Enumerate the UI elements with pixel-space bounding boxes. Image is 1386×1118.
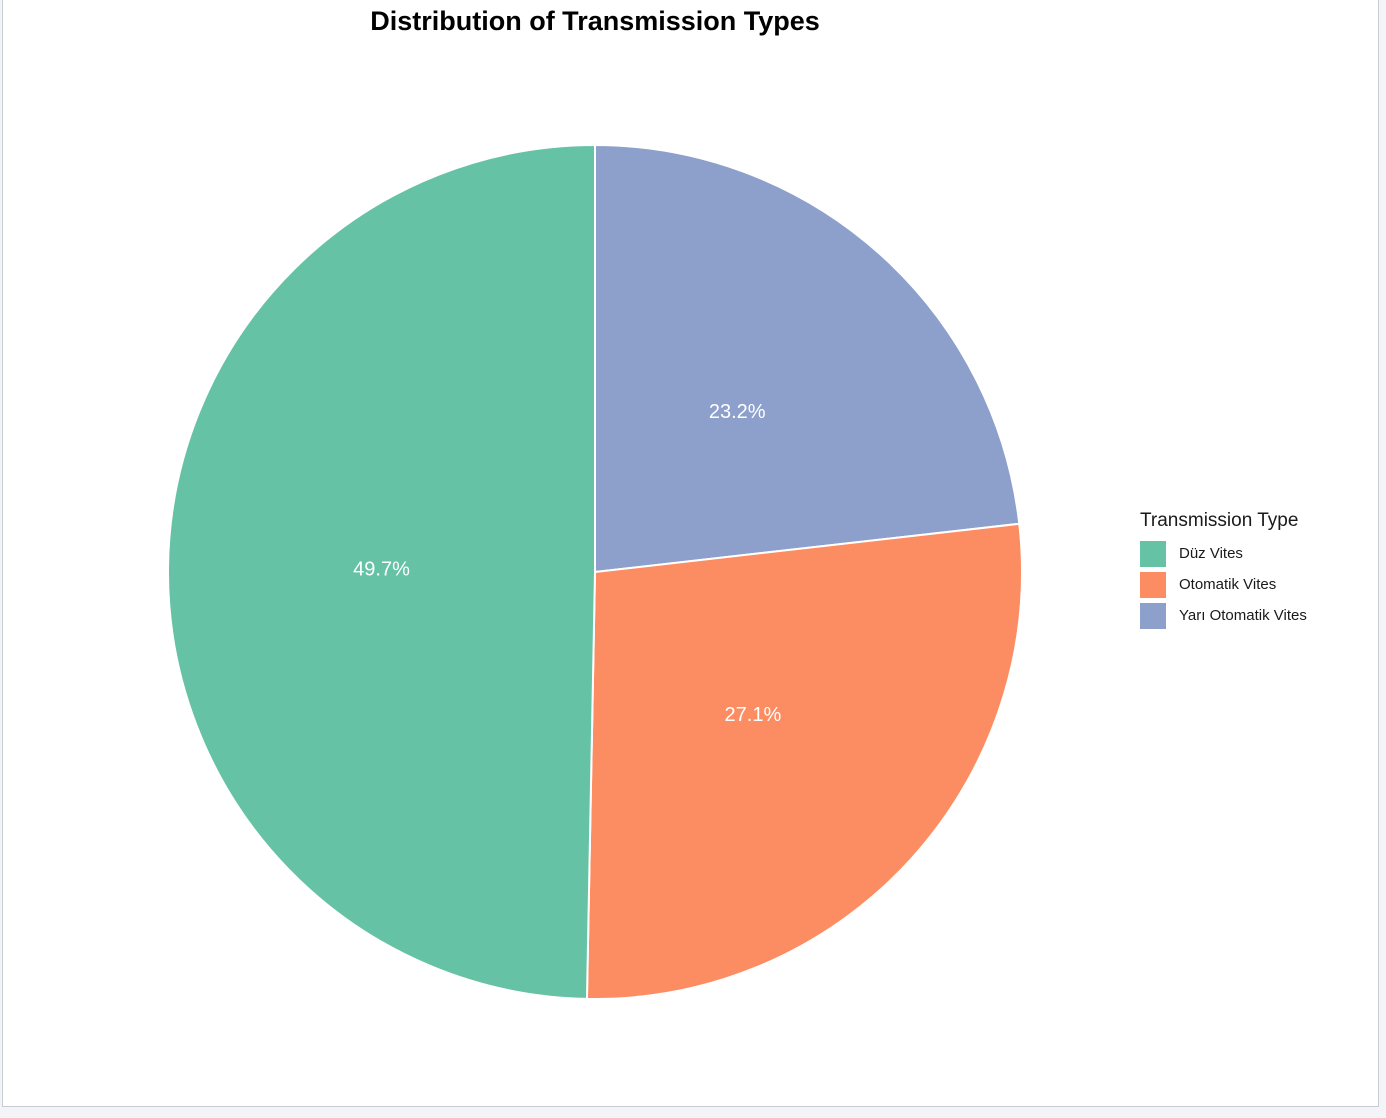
pie-slice-otomatik-vites bbox=[585, 522, 1023, 1000]
pie-slice-yari-otomatik-vites bbox=[594, 143, 1021, 574]
legend-label-otomatik-vites: Otomatik Vites bbox=[1179, 576, 1277, 593]
legend: Transmission Type Düz Vites Otomatik Vit… bbox=[1140, 510, 1370, 631]
legend-label-yari-otomatik-vites: Yarı Otomatik Vites bbox=[1179, 607, 1307, 624]
pie-label-otomatik-vites: 27.1% bbox=[725, 704, 782, 726]
pie-label-yari-otomatik-vites: 23.2% bbox=[709, 401, 766, 423]
legend-title: Transmission Type bbox=[1140, 510, 1299, 531]
pie-label-duz-vites: 49.7% bbox=[353, 558, 410, 580]
legend-swatch-duz-vites bbox=[1140, 540, 1166, 567]
legend-item-duz-vites: Düz Vites bbox=[1140, 538, 1370, 569]
pie-labels: 23.2% 27.1% 49.7% bbox=[353, 401, 781, 726]
pie-slice-duz-vites bbox=[167, 143, 596, 1000]
legend-item-otomatik-vites: Otomatik Vites bbox=[1140, 569, 1370, 600]
legend-item-yari-otomatik-vites: Yarı Otomatik Vites bbox=[1140, 600, 1370, 631]
legend-label-duz-vites: Düz Vites bbox=[1179, 545, 1243, 562]
legend-swatch-otomatik-vites bbox=[1140, 571, 1166, 598]
pie-slices bbox=[167, 143, 1023, 1000]
legend-swatch-yari-otomatik-vites bbox=[1140, 602, 1166, 629]
chart-title: Distribution of Transmission Types bbox=[370, 6, 820, 36]
